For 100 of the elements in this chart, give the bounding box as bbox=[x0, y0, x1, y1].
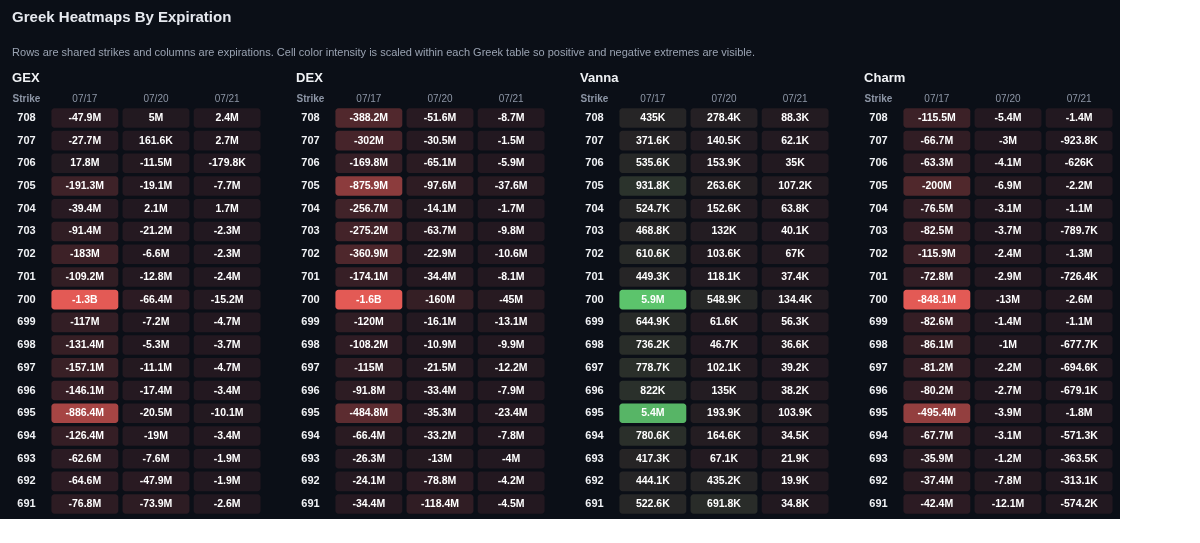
data-label: 67K bbox=[785, 247, 806, 260]
data-label: -2.6M bbox=[213, 497, 241, 510]
data-label: -726.4K bbox=[1060, 269, 1099, 282]
data-label: 2.4M bbox=[215, 110, 240, 123]
data-label: -200M bbox=[921, 179, 952, 192]
data-label: 2.7M bbox=[215, 133, 240, 146]
data-label: -117M bbox=[70, 315, 100, 328]
data-label: -13M bbox=[996, 292, 1021, 305]
data-label: -1.1M bbox=[1065, 315, 1093, 328]
data-label: -1.3B bbox=[72, 292, 99, 305]
data-label: -3.7M bbox=[213, 338, 241, 351]
data-label: -8.7M bbox=[497, 110, 525, 123]
data-label: -5.3M bbox=[142, 338, 170, 351]
data-label: 1.7M bbox=[215, 201, 240, 214]
x-tick-label: 07/20 bbox=[427, 92, 453, 104]
data-label: -5.9M bbox=[497, 156, 525, 169]
y-tick-label: 695 bbox=[585, 406, 604, 419]
data-label: -191.3M bbox=[65, 179, 105, 192]
data-label: 40.1K bbox=[781, 224, 810, 237]
data-label: -66.7M bbox=[920, 133, 954, 146]
data-label: -97.6M bbox=[423, 179, 457, 192]
data-label: 46.7K bbox=[709, 338, 739, 351]
chart-title: Charm bbox=[864, 70, 906, 85]
data-label: 371.6K bbox=[635, 133, 671, 146]
y-tick-label: 703 bbox=[869, 224, 888, 237]
y-tick-label: 705 bbox=[17, 179, 36, 192]
data-label: -30.5M bbox=[423, 133, 457, 146]
data-label: -10.6M bbox=[494, 247, 528, 260]
data-label: 17.8M bbox=[70, 156, 100, 169]
y-tick-label: 704 bbox=[585, 201, 605, 214]
data-label: -157.1M bbox=[65, 360, 105, 373]
text: Greek Heatmaps By Expiration bbox=[12, 8, 232, 25]
data-label: -1.8M bbox=[1065, 406, 1093, 419]
y-tick-label: 698 bbox=[301, 338, 320, 351]
data-label: 522.6K bbox=[635, 497, 671, 510]
data-label: -3.7M bbox=[994, 224, 1022, 237]
data-label: 62.1K bbox=[781, 133, 810, 146]
data-label: -2.2M bbox=[994, 360, 1022, 373]
data-label: 822K bbox=[640, 383, 666, 396]
y-tick-label: 697 bbox=[869, 360, 888, 373]
data-label: -35.9M bbox=[920, 451, 954, 464]
data-label: -694.6K bbox=[1060, 360, 1099, 373]
x-tick-label: 07/17 bbox=[924, 92, 950, 104]
data-label: 535.6K bbox=[635, 156, 671, 169]
data-label: -495.4M bbox=[917, 406, 957, 419]
data-label: 35K bbox=[785, 156, 806, 169]
data-label: -86.1M bbox=[920, 338, 954, 351]
data-label: 67.1K bbox=[709, 451, 739, 464]
data-label: -12.8M bbox=[139, 269, 173, 282]
data-label: -91.4M bbox=[68, 224, 102, 237]
data-label: 778.7K bbox=[635, 360, 671, 373]
data-label: -109.2M bbox=[65, 269, 105, 282]
data-label: 152.6K bbox=[707, 201, 742, 214]
data-label: 736.2K bbox=[635, 338, 671, 351]
y-tick-label: 695 bbox=[869, 406, 888, 419]
data-label: -2.3M bbox=[213, 224, 241, 237]
y-tick-label: 699 bbox=[869, 315, 888, 328]
data-label: -7.9M bbox=[497, 383, 525, 396]
data-label: -80.2M bbox=[920, 383, 954, 396]
data-label: -131.4M bbox=[65, 338, 105, 351]
data-label: 449.3K bbox=[635, 269, 671, 282]
y-tick-label: 708 bbox=[17, 110, 36, 123]
data-label: -126.4M bbox=[65, 428, 105, 441]
chart-title: Vanna bbox=[580, 70, 620, 85]
data-label: -7.7M bbox=[213, 179, 241, 192]
data-label: 524.7K bbox=[635, 201, 671, 214]
data-label: -677.7K bbox=[1060, 338, 1099, 351]
data-label: -6.6M bbox=[142, 247, 170, 260]
y-tick-label: 706 bbox=[301, 156, 320, 169]
data-label: -3.4M bbox=[213, 428, 241, 441]
y-tick-label: 692 bbox=[869, 474, 888, 487]
data-label: -1.5M bbox=[497, 133, 525, 146]
data-label: -4.1M bbox=[994, 156, 1022, 169]
data-label: -27.7M bbox=[68, 133, 102, 146]
data-label: -26.3M bbox=[352, 451, 386, 464]
y-axis-title: Strike bbox=[864, 92, 893, 104]
data-label: -15.2M bbox=[210, 292, 244, 305]
y-tick-label: 700 bbox=[869, 292, 888, 305]
data-label: 135K bbox=[711, 383, 737, 396]
data-label: -1.9M bbox=[213, 474, 241, 487]
y-tick-label: 701 bbox=[869, 269, 888, 282]
y-tick-label: 695 bbox=[17, 406, 36, 419]
x-tick-label: 07/21 bbox=[1066, 92, 1093, 104]
data-label: -19M bbox=[144, 428, 169, 441]
data-label: -3.1M bbox=[994, 428, 1022, 441]
y-tick-label: 696 bbox=[869, 383, 888, 396]
data-label: 56.3K bbox=[781, 315, 810, 328]
y-tick-label: 705 bbox=[585, 179, 604, 192]
data-label: -72.8M bbox=[920, 269, 954, 282]
data-label: -571.3K bbox=[1060, 428, 1099, 441]
y-tick-label: 694 bbox=[17, 428, 37, 441]
data-label: -875.9M bbox=[349, 179, 389, 192]
data-label: -20.5M bbox=[139, 406, 173, 419]
data-label: 88.3K bbox=[781, 110, 810, 123]
data-label: -115M bbox=[354, 360, 384, 373]
data-label: 21.9K bbox=[781, 451, 810, 464]
x-tick-label: 07/21 bbox=[782, 92, 809, 104]
data-label: -78.8M bbox=[423, 474, 457, 487]
y-tick-label: 704 bbox=[869, 201, 889, 214]
data-label: -66.4M bbox=[352, 428, 386, 441]
